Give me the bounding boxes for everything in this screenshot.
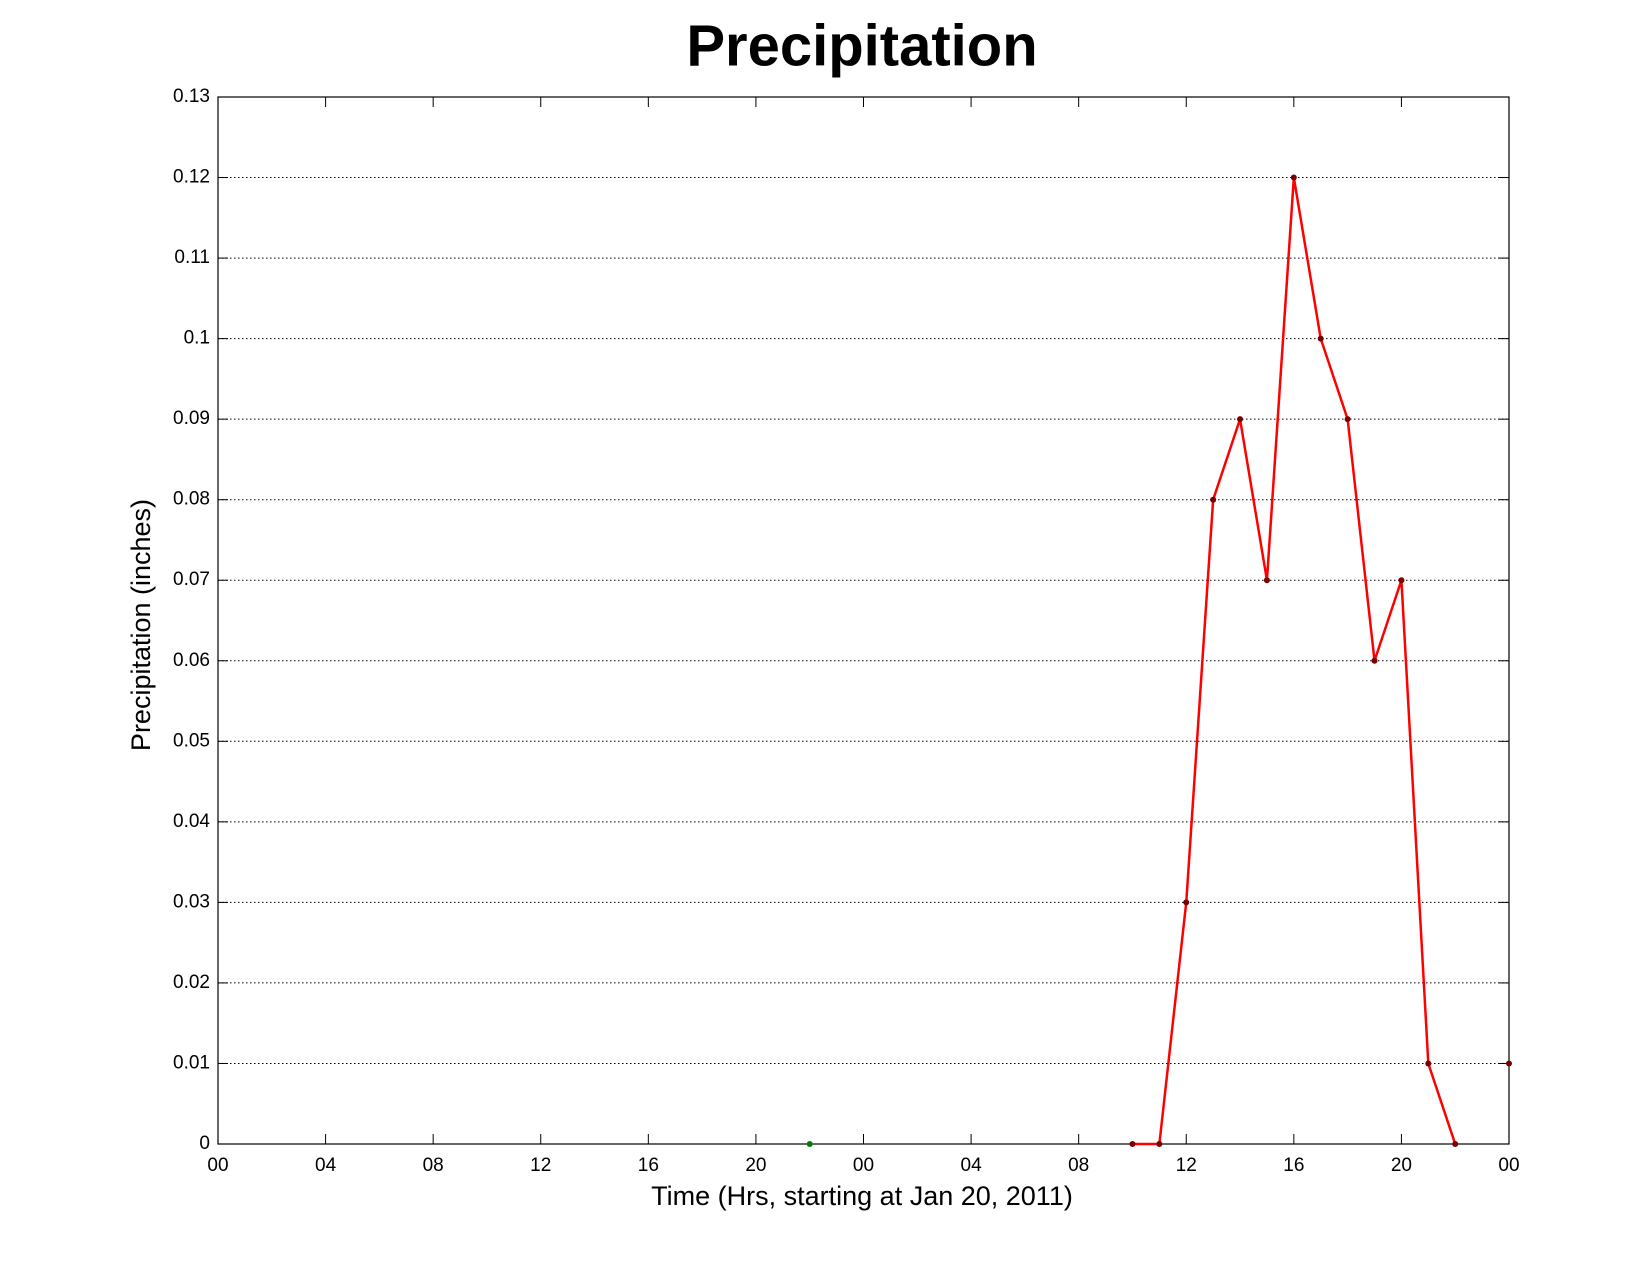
y-tick-label: 0.07 (173, 569, 210, 590)
x-tick-label: 04 (961, 1155, 983, 1176)
x-tick-label: 00 (853, 1155, 874, 1176)
y-tick-label: 0.13 (173, 86, 210, 107)
y-tick-label: 0.08 (173, 489, 210, 510)
data-point (1263, 577, 1270, 584)
x-tick-label: 04 (315, 1155, 337, 1176)
y-tick-label: 0.03 (173, 891, 210, 912)
y-tick-label: 0.04 (173, 811, 210, 832)
y-tick-label: 0.02 (173, 972, 210, 993)
x-tick-label: 12 (530, 1155, 551, 1176)
x-tick-label: 16 (1283, 1155, 1304, 1176)
y-tick-label: 0.06 (173, 650, 210, 671)
data-point (1129, 1141, 1136, 1147)
x-tick-label: 12 (1176, 1155, 1197, 1176)
data-point (1398, 577, 1405, 584)
y-tick-label: 0 (199, 1133, 210, 1154)
data-point (1237, 416, 1244, 423)
x-tick-label: 00 (1498, 1155, 1519, 1176)
chart-title: Precipitation (686, 13, 1037, 78)
data-point (1290, 174, 1297, 181)
data-point (1371, 657, 1378, 664)
data-point (1344, 416, 1351, 423)
y-axis-label: Precipitation (inches) (126, 499, 156, 751)
y-tick-label: 0.12 (173, 167, 210, 188)
data-point (1425, 1060, 1432, 1067)
y-tick-label: 0.11 (174, 247, 210, 268)
x-tick-label: 00 (207, 1155, 228, 1176)
x-tick-label: 20 (745, 1155, 766, 1176)
x-tick-label: 08 (1068, 1155, 1089, 1176)
data-point (1210, 496, 1217, 503)
data-point (1317, 335, 1324, 342)
data-point (1183, 899, 1190, 906)
data-point (1156, 1141, 1163, 1147)
data-point (1506, 1060, 1512, 1067)
x-axis-label: Time (Hrs, starting at Jan 20, 2011) (651, 1181, 1073, 1211)
data-point (806, 1141, 813, 1147)
y-tick-label: 0.1 (184, 328, 210, 349)
data-point (1452, 1141, 1459, 1147)
y-tick-label: 0.01 (173, 1052, 210, 1073)
y-tick-label: 0.05 (173, 730, 210, 751)
x-tick-label: 08 (423, 1155, 444, 1176)
x-tick-label: 16 (638, 1155, 659, 1176)
x-tick-label: 20 (1391, 1155, 1412, 1176)
y-tick-label: 0.09 (173, 408, 210, 429)
